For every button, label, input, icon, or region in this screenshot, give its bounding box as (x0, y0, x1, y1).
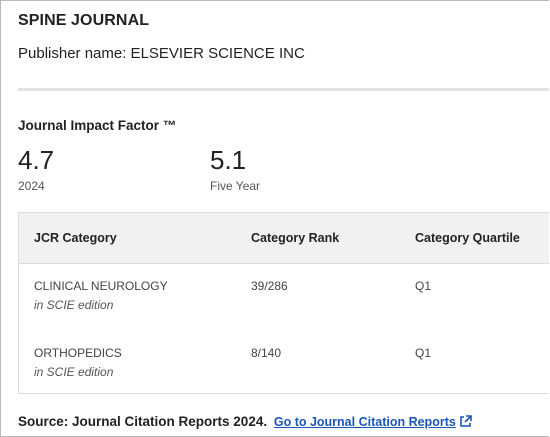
five-year-impact-label: Five Year (210, 179, 260, 193)
source-year: 2024. (233, 414, 267, 429)
impact-factor-year: 2024 (18, 179, 45, 193)
jcr-category-table: JCR Category Category Rank Category Quar… (18, 212, 549, 394)
header-jcr-category: JCR Category (34, 231, 117, 245)
external-link-icon[interactable] (459, 415, 472, 431)
category-edition: in SCIE edition (34, 298, 168, 312)
category-name: ORTHOPEDICS (34, 346, 122, 360)
source-label: Source: Journal Citation Reports (18, 414, 230, 429)
publisher-name: Publisher name: ELSEVIER SCIENCE INC (18, 45, 305, 62)
header-category-quartile: Category Quartile (415, 231, 520, 245)
category-quartile: Q1 (415, 279, 431, 293)
impact-factor-value: 4.7 (18, 145, 54, 176)
category-edition: in SCIE edition (34, 365, 122, 379)
category-name: CLINICAL NEUROLOGY (34, 279, 168, 293)
category-rank: 39/286 (251, 279, 288, 293)
impact-factor-heading: Journal Impact Factor ™ (18, 118, 176, 133)
category-cell: ORTHOPEDICS in SCIE edition (34, 346, 122, 379)
category-rank: 8/140 (251, 346, 281, 360)
category-cell: CLINICAL NEUROLOGY in SCIE edition (34, 279, 168, 312)
table-row: CLINICAL NEUROLOGY in SCIE edition 39/28… (19, 279, 549, 345)
journal-title: SPINE JOURNAL (18, 12, 149, 30)
divider (18, 88, 549, 91)
five-year-impact-value: 5.1 (210, 145, 246, 176)
header-category-rank: Category Rank (251, 231, 339, 245)
source-line: Source: Journal Citation Reports 2024. G… (18, 414, 472, 431)
table-header: JCR Category Category Rank Category Quar… (19, 213, 549, 264)
category-quartile: Q1 (415, 346, 431, 360)
jcr-link[interactable]: Go to Journal Citation Reports (274, 415, 456, 429)
table-row: ORTHOPEDICS in SCIE edition 8/140 Q1 (19, 346, 549, 412)
